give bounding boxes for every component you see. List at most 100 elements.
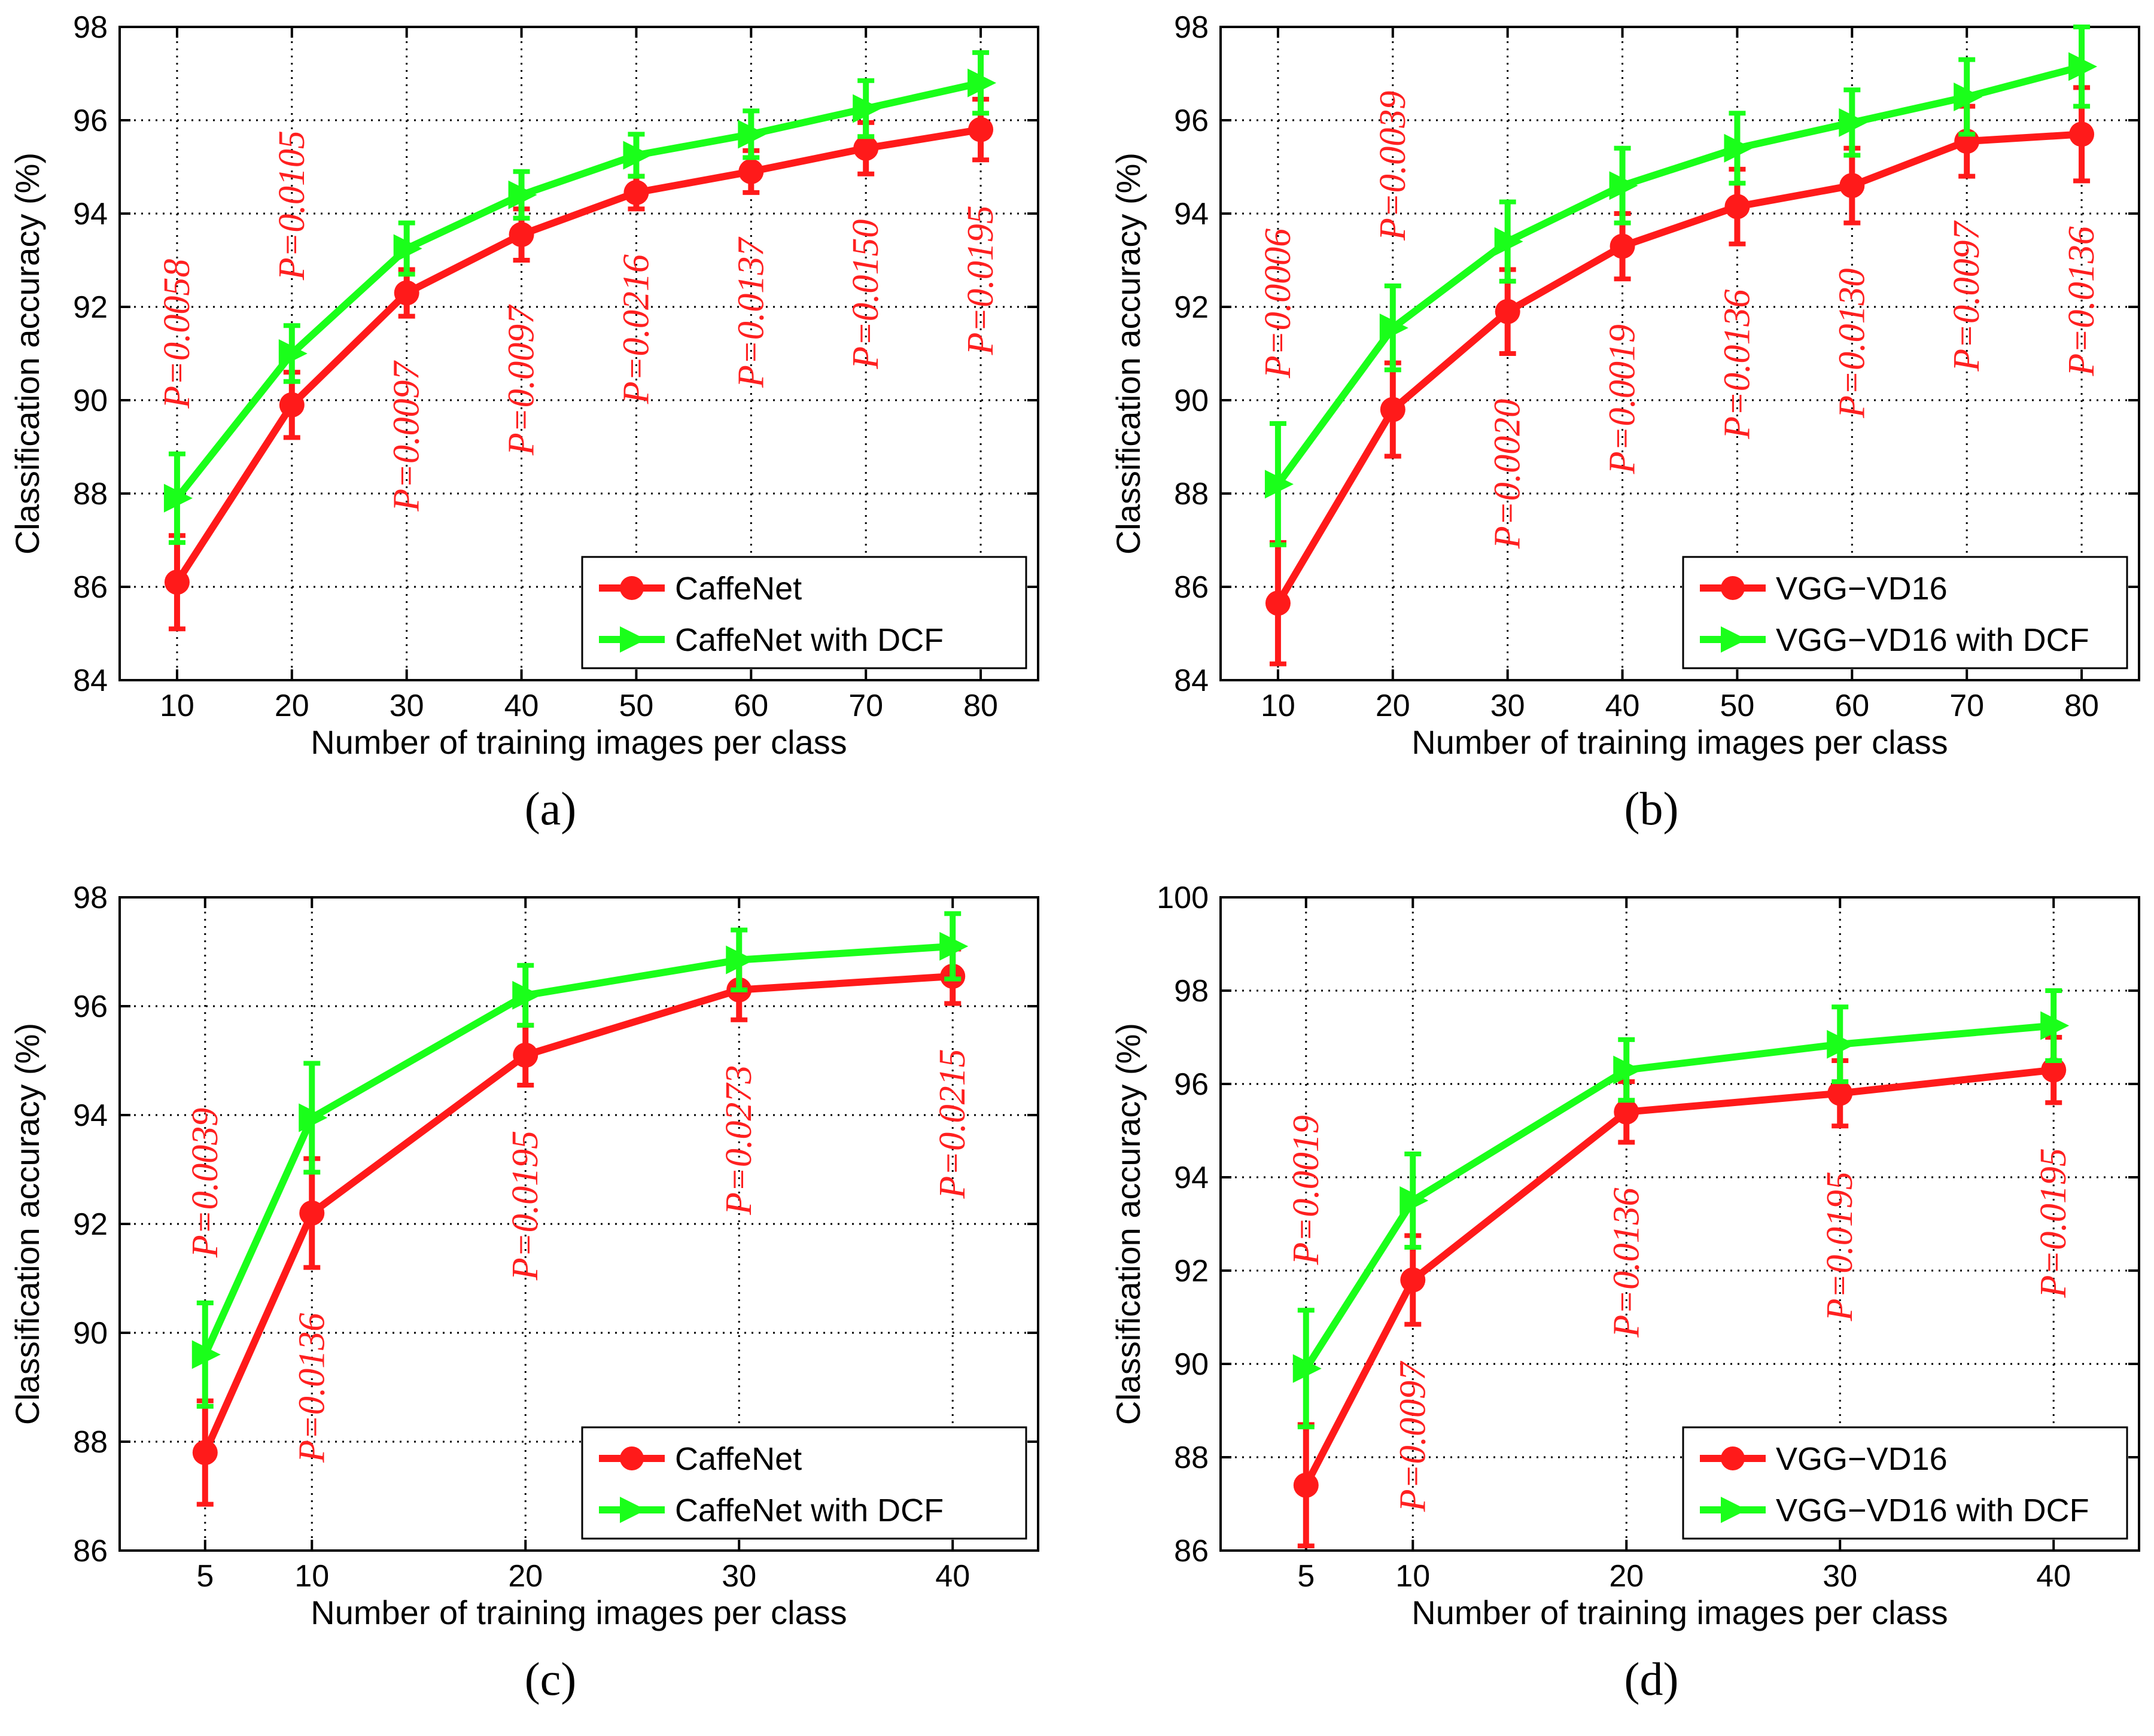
data-point xyxy=(853,135,879,161)
x-axis-label: Number of training images per class xyxy=(1411,1594,1948,1631)
data-point xyxy=(1724,194,1750,220)
x-tick-label: 5 xyxy=(1297,1559,1315,1594)
p-value-label: P=0.0097 xyxy=(387,360,427,511)
data-point xyxy=(299,1103,328,1132)
series-line xyxy=(202,942,953,1356)
data-point xyxy=(1954,83,1983,111)
legend: CaffeNet CaffeNet with DCF xyxy=(581,556,1027,669)
y-tick-label: 86 xyxy=(1174,570,1209,605)
p-value-label: P=0.0039 xyxy=(185,1108,226,1258)
series-dcf xyxy=(1264,25,2098,547)
x-tick-label: 60 xyxy=(1834,689,1869,723)
data-point xyxy=(939,931,969,961)
x-tick-label: 80 xyxy=(963,689,998,723)
panel-c: 5 10 20 30 40 86 88 90 92 94 96 98 Number of trainin… xyxy=(8,881,1039,1705)
legend-label: VGG−VD16 xyxy=(1776,571,1948,607)
legend-label: VGG−VD16 with DCF xyxy=(1776,1493,2089,1528)
y-axis-label: Classification accuracy (%) xyxy=(8,153,46,555)
p-value-label: P=0.0039 xyxy=(1373,91,1413,241)
x-tick-label: 20 xyxy=(1376,689,1410,723)
y-tick-label: 92 xyxy=(1174,290,1209,325)
y-tick-label: 98 xyxy=(73,881,108,915)
p-value-label: P=0.0215 xyxy=(932,1049,973,1199)
series-dcf xyxy=(163,50,997,545)
y-tick-label: 90 xyxy=(73,383,108,418)
data-point xyxy=(1724,133,1753,163)
data-point xyxy=(512,980,541,1010)
y-tick-label: 92 xyxy=(1174,1254,1209,1289)
series-baseline xyxy=(1293,1035,2067,1549)
legend-label: CaffeNet xyxy=(675,571,802,607)
p-value-label: P=0.0136 xyxy=(291,1313,332,1463)
p-value-label: P=0.0058 xyxy=(157,259,197,409)
legend-marker xyxy=(620,1446,644,1470)
legend-label: VGG−VD16 with DCF xyxy=(1776,622,2089,658)
plot-frame xyxy=(1219,896,2140,1552)
data-point xyxy=(2040,1011,2070,1040)
x-tick-label: 40 xyxy=(2036,1559,2071,1594)
x-tick-label: 30 xyxy=(722,1559,756,1594)
panel-b: 10 20 30 40 50 60 70 80 84 86 88 90 92 94 96 98 Number o… xyxy=(1109,10,2140,835)
x-tick-label: 50 xyxy=(1720,689,1755,723)
legend-box xyxy=(581,556,1027,669)
x-tick-label: 70 xyxy=(848,689,883,723)
x-tick-label: 40 xyxy=(1605,689,1640,723)
data-point xyxy=(1293,1472,1319,1498)
data-point xyxy=(1609,171,1638,200)
y-tick-label: 94 xyxy=(1174,1161,1209,1195)
data-point xyxy=(2068,52,2098,81)
data-point xyxy=(1494,227,1523,256)
legend-marker xyxy=(1721,626,1747,653)
y-tick-label: 88 xyxy=(1174,477,1209,511)
x-tick-label: 10 xyxy=(160,689,194,723)
y-tick-label: 98 xyxy=(73,10,108,45)
y-tick-label: 94 xyxy=(73,1098,108,1133)
legend-marker xyxy=(1721,1446,1745,1470)
data-point xyxy=(1614,1099,1639,1125)
y-tick-label: 98 xyxy=(1174,10,1209,45)
data-point xyxy=(623,141,652,170)
data-point xyxy=(1839,108,1868,137)
legend-box xyxy=(1682,556,2128,669)
data-point xyxy=(1495,299,1520,324)
p-value-label: P=0.0216 xyxy=(616,254,656,404)
p-value-label: P=0.0097 xyxy=(501,304,542,456)
legend-label: CaffeNet with DCF xyxy=(675,622,944,658)
data-point xyxy=(279,392,305,418)
data-point xyxy=(1400,1267,1426,1293)
panel-a: 10 20 30 40 50 60 70 80 84 86 88 90 92 94 96 98 Number o… xyxy=(8,10,1039,835)
legend-label: CaffeNet with DCF xyxy=(675,1493,944,1528)
legend-box xyxy=(581,1426,1027,1540)
data-point xyxy=(1265,590,1291,616)
legend: VGG−VD16 VGG−VD16 with DCF xyxy=(1682,556,2128,669)
x-tick-label: 50 xyxy=(619,689,654,723)
data-point xyxy=(738,120,767,149)
x-tick-label: 20 xyxy=(275,689,309,723)
data-point xyxy=(509,222,534,248)
data-point xyxy=(192,1440,218,1466)
y-tick-label: 88 xyxy=(73,477,108,511)
data-point xyxy=(1839,173,1865,199)
p-value-label: P=0.0136 xyxy=(2061,226,2102,376)
plot-frame xyxy=(1219,26,2140,681)
x-tick-label: 20 xyxy=(508,1559,543,1594)
legend-marker xyxy=(1721,576,1745,600)
data-point xyxy=(1292,1354,1322,1383)
data-point xyxy=(1400,1186,1429,1215)
data-point xyxy=(513,1042,538,1068)
series-baseline xyxy=(164,96,994,632)
x-tick-label: 20 xyxy=(1609,1559,1644,1594)
data-point xyxy=(738,159,764,184)
y-tick-label: 96 xyxy=(1174,1067,1209,1102)
y-tick-label: 90 xyxy=(1174,383,1209,418)
data-point xyxy=(1827,1030,1856,1059)
y-axis-label: Classification accuracy (%) xyxy=(8,1023,46,1425)
legend-label: CaffeNet xyxy=(675,1441,802,1477)
y-tick-label: 86 xyxy=(73,570,108,605)
data-point xyxy=(968,117,994,142)
y-tick-label: 96 xyxy=(73,103,108,138)
p-value-label: P=0.0019 xyxy=(1286,1115,1327,1265)
p-value-label: P=0.0195 xyxy=(505,1131,546,1281)
y-tick-label: 86 xyxy=(1174,1534,1209,1569)
y-tick-label: 84 xyxy=(1174,663,1209,698)
